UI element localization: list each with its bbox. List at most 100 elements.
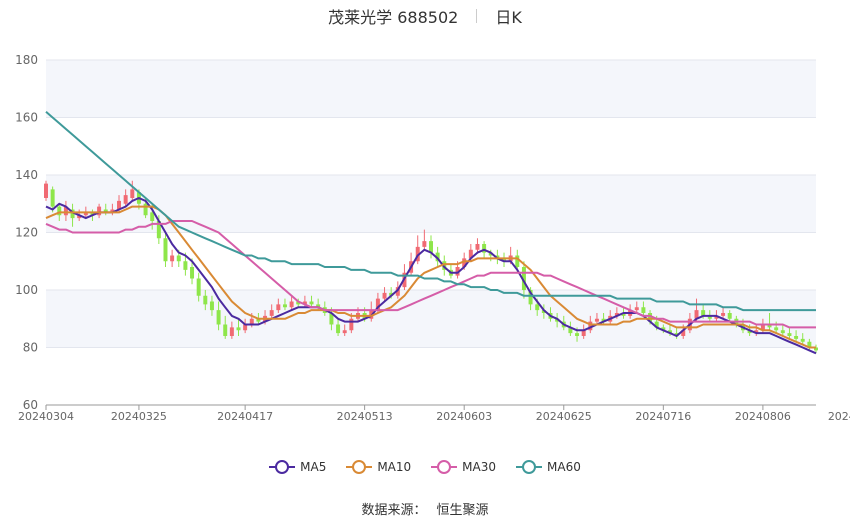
candle-body (203, 295, 208, 305)
candle-body (714, 315, 719, 319)
candle-body (528, 290, 533, 305)
candle-body (50, 189, 55, 207)
candle-body (170, 255, 175, 262)
candle-body (568, 327, 573, 334)
candle-body (475, 244, 480, 250)
x-tick-label: 20240513 (337, 410, 393, 423)
candle-body (694, 310, 699, 319)
series-line-ma60 (45, 111, 816, 312)
candle-body (581, 330, 586, 336)
candle-body (289, 301, 294, 308)
candle-body (541, 310, 546, 313)
candle-body (90, 212, 95, 216)
legend-label: MA5 (300, 460, 327, 474)
candle-body (389, 292, 394, 296)
candle-body (329, 313, 334, 325)
candle-body (117, 200, 122, 210)
x-tick-label: 20240716 (635, 410, 691, 423)
candle-body (747, 330, 752, 334)
source-name: 恒生聚源 (436, 503, 489, 518)
legend-item-ma5[interactable]: MA5 (269, 460, 326, 474)
candle-body (150, 212, 155, 221)
candle-body (256, 318, 261, 322)
candle-body (282, 304, 287, 308)
candle-body (123, 195, 128, 204)
candle-body (800, 338, 805, 342)
candle-body (375, 298, 380, 311)
candle-body (814, 347, 818, 351)
candle-body (614, 313, 619, 316)
x-tick-label: 20240826 (828, 410, 850, 423)
candle-body (488, 252, 493, 256)
candle-body (196, 278, 201, 296)
legend-label: MA60 (547, 460, 581, 474)
x-tick-label: 20240806 (735, 410, 791, 423)
line-circle-icon (346, 460, 373, 474)
candle-body (243, 324, 248, 331)
candle-body (555, 318, 560, 322)
candle-body (455, 267, 460, 276)
chart-header: 茂莱光学 688502 日K (0, 4, 850, 28)
data-source: 数据来源： 恒生聚源 (0, 499, 850, 518)
source-label: 数据来源： (361, 503, 427, 518)
candle-body (382, 292, 387, 299)
candle-body (707, 315, 712, 319)
legend-circle (275, 460, 290, 474)
legend-circle (352, 460, 367, 474)
candle-body (216, 310, 221, 325)
candle-body (502, 258, 507, 262)
candle-body (209, 301, 214, 311)
y-tick-label: 140 (15, 168, 38, 182)
candle-body (183, 261, 188, 270)
candle-body (601, 318, 606, 322)
candle-body (349, 318, 354, 331)
chart-period[interactable]: 日K (495, 8, 522, 27)
candle-body (156, 221, 161, 239)
legend-circle (522, 460, 537, 474)
y-tick-label: 80 (23, 341, 38, 355)
legend-item-ma60[interactable]: MA60 (516, 460, 581, 474)
candle-body (236, 327, 241, 331)
chart-title: 茂莱光学 688502 (328, 8, 459, 27)
candle-body (807, 341, 812, 348)
legend-label: MA10 (377, 460, 412, 474)
candle-body (395, 287, 400, 296)
chart-legend: MA5 MA10 MA30 MA60 (0, 458, 850, 476)
candle-body (634, 307, 639, 311)
candle-body (429, 241, 433, 253)
candle-body (681, 330, 686, 336)
candle-body (316, 304, 321, 308)
candle-body (701, 310, 706, 316)
legend-item-ma30[interactable]: MA30 (431, 460, 496, 474)
candle-body (296, 301, 301, 305)
candle-body (654, 321, 659, 328)
candle-body (190, 267, 195, 279)
candle-body (482, 244, 487, 253)
x-tick-label: 20240417 (217, 410, 273, 423)
candle-body (515, 255, 520, 267)
candle-body (468, 249, 473, 259)
header-divider (476, 9, 478, 23)
candle-body (143, 203, 148, 216)
candle-body (495, 255, 500, 259)
candle-body (575, 333, 580, 336)
candle-body (674, 333, 679, 336)
candle-body (780, 330, 785, 334)
candle-body (57, 206, 62, 216)
candle-body (83, 212, 88, 216)
candle-body (787, 333, 792, 336)
candle-body (435, 252, 440, 262)
candle-body (661, 327, 666, 331)
candle-body (309, 301, 314, 305)
legend-item-ma10[interactable]: MA10 (346, 460, 411, 474)
candle-body (97, 206, 102, 216)
series-line-ma10 (45, 205, 816, 349)
candle-body (302, 301, 307, 305)
candle-body (648, 313, 653, 322)
legend-circle (437, 460, 452, 474)
candle-body (223, 324, 228, 336)
legend-label: MA30 (462, 460, 497, 474)
candle-body (767, 324, 772, 328)
